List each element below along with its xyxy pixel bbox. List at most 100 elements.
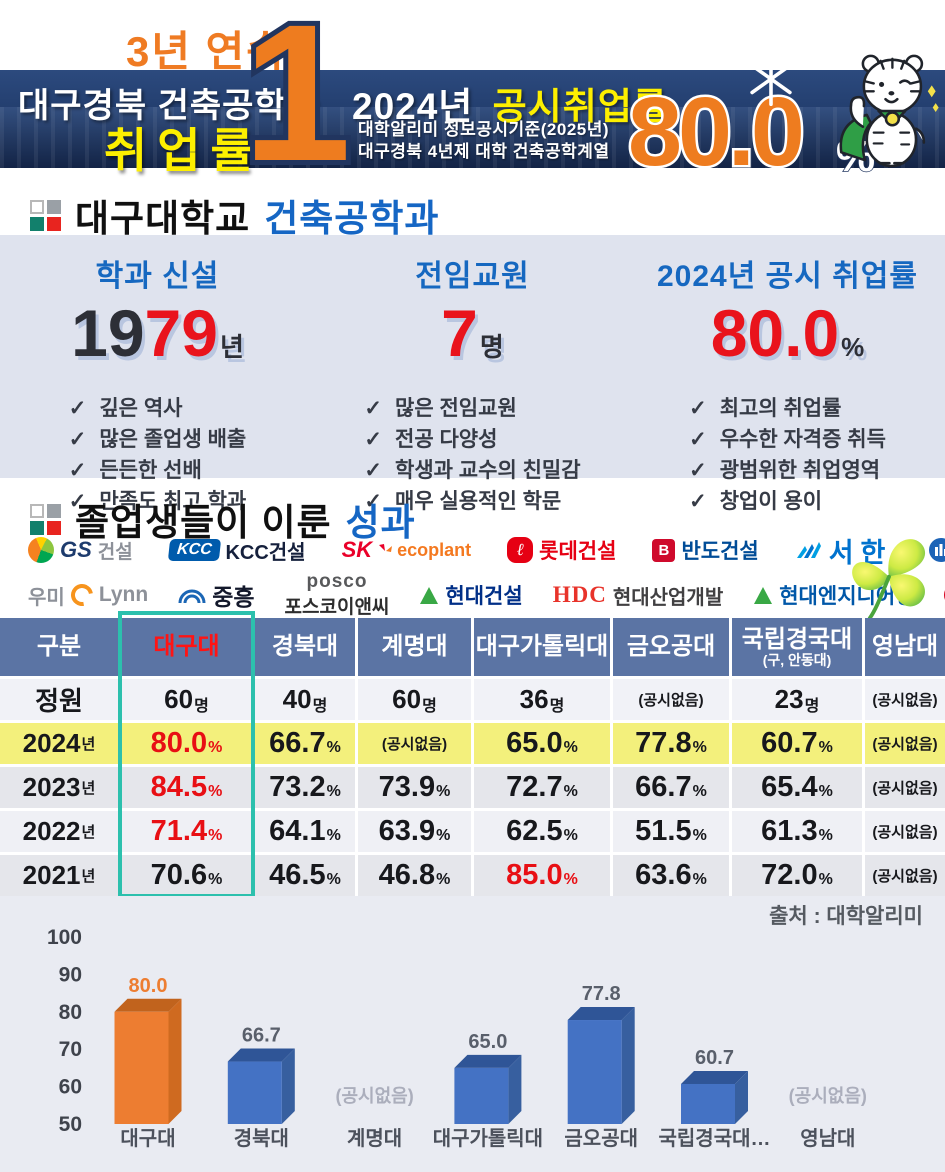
table-cell: 85.0% — [474, 855, 610, 896]
table-cell: (공시없음) — [613, 679, 729, 720]
section-title-department: 대구대학교 건축공학과 — [30, 188, 439, 242]
rank-number-one: 1 — [238, 0, 356, 207]
table-row-2021: 2021 년 70.6% 46.5% 46.8% 85.0% 63.6% 72.0% (공시없음… — [0, 855, 945, 896]
category-label: 대구대 — [120, 1127, 175, 1150]
table-cell: 60 명 — [358, 679, 471, 720]
rank-one-text: 1 — [243, 0, 351, 202]
section2-title-blue: 성과 — [345, 502, 416, 543]
table-col-header-3: 계명대 — [358, 618, 471, 676]
stat-faculty: 전임교원 7명 ✓ 많은 전임교원 ✓ 전공 다양성 ✓ 학생과 교수의 친밀감 ✓ 매우 실… — [315, 235, 630, 513]
bar-대구대 — [114, 1011, 169, 1124]
checklist-item: ✓ 만족도 최고 학과 — [68, 490, 247, 513]
table-cell: 71.4% — [121, 811, 252, 852]
table-cell: 23 명 — [732, 679, 862, 720]
checklist-item: ✓ 전공 다양성 — [364, 428, 498, 451]
y-axis-tick: 70 — [59, 1038, 82, 1061]
logo-gs-construction: GS 건설 — [28, 537, 133, 564]
no-data-label: (공시없음) — [335, 1086, 413, 1106]
hero-top-strip: 3년 연속 — [0, 0, 945, 75]
stat-label: 학과 신설 — [95, 260, 220, 293]
stat-employment: 2024년 공시 취업률 80.0% ✓ 최고의 취업률 ✓ 우수한 자격증 취득 ✓ 광… — [630, 235, 945, 513]
table-cell: 73.9% — [358, 767, 471, 808]
logo-row-2: 우미 Lynn 중흥 posco 포스코이앤씨 현대건설 HDC 현대산업개발 현대엔… — [0, 572, 945, 618]
table-row-2024: 2024 년 80.0% 66.7% (공시없음) 65.0% 77.8% 60.7% (공시없… — [0, 723, 945, 764]
hyundai-eng-triangle-icon — [754, 586, 773, 604]
table-cell: 46.5% — [255, 855, 355, 896]
hyundai-ec-triangle-icon — [420, 586, 439, 604]
bar-side-face — [621, 1007, 635, 1124]
row-label: 2023 년 — [0, 767, 118, 808]
mascot-tiger-icon — [839, 54, 939, 168]
check-icon: ✓ — [364, 428, 383, 451]
woomi-logo-icon — [66, 579, 98, 611]
bar-value-label: 66.7 — [242, 1025, 281, 1047]
check-icon: ✓ — [689, 428, 707, 451]
row-label: 2022 년 — [0, 811, 118, 852]
bar-side-face — [281, 1048, 295, 1124]
section1-title-blue: 건축공학과 — [264, 198, 440, 239]
table-cell: 62.5% — [474, 811, 610, 852]
table-cell: (공시없음) — [865, 811, 945, 852]
table-cell: 51.5% — [613, 811, 729, 852]
bar-side-face — [508, 1054, 522, 1124]
check-icon: ✓ — [364, 397, 383, 420]
table-col-header-7: 영남대 — [865, 618, 945, 676]
y-axis-tick: 90 — [59, 963, 82, 986]
no-data-label: (공시없음) — [789, 1086, 867, 1106]
table-cell: 65.4% — [732, 767, 862, 808]
table-cell: (공시없음) — [865, 855, 945, 896]
announce-year: 2024년 — [352, 86, 474, 127]
bar-대구가톨릭대 — [454, 1067, 509, 1124]
source-note: 출처 : 대학알리미 — [769, 905, 923, 928]
table-cell: 84.5% — [121, 767, 252, 808]
check-icon: ✓ — [68, 397, 87, 420]
table-row-2022: 2022 년 71.4% 64.1% 63.9% 62.5% 51.5% 61.3% (공시없음… — [0, 811, 945, 852]
bar-top-face — [454, 1054, 522, 1068]
table-cell: (공시없음) — [865, 767, 945, 808]
checklist-item: ✓ 깊은 역사 — [68, 397, 183, 420]
big-rate-number: 80.0 — [628, 77, 801, 186]
bar-value-label: 65.0 — [468, 1031, 507, 1053]
row-label: 2021 년 — [0, 855, 118, 896]
stat-label: 2024년 공시 취업률 — [656, 260, 918, 293]
table-col-header-1: 대구대 — [121, 618, 252, 676]
table-cell: 80.0% — [121, 723, 252, 764]
category-label: 대구가톨릭대 — [433, 1127, 543, 1150]
table-cell: 66.7% — [255, 723, 355, 764]
employer-logos: GS 건설 KCC KCC건설 SK ecoplant ℓ 롯데건설 B 반도건설 서한 … — [0, 526, 945, 620]
table-col-header-0: 구분 — [0, 618, 118, 676]
table-cell: 36 명 — [474, 679, 610, 720]
jungheung-logo-icon — [178, 589, 206, 603]
logo-hyundai-construction: 현대건설 — [419, 580, 523, 610]
table-cell: 72.7% — [474, 767, 610, 808]
check-icon: ✓ — [689, 459, 707, 482]
section2-title-black: 졸업생들이 이룬 — [75, 502, 332, 543]
bar-금오공대 — [567, 1020, 622, 1124]
table-cell: 46.8% — [358, 855, 471, 896]
table-cell: 72.0% — [732, 855, 862, 896]
chart-section: 출처 : 대학알리미 100 90 80 70 60 50 80.0 대구대 66.7 경북대 (공… — [0, 896, 945, 1172]
table-cell: 60 명 — [121, 679, 252, 720]
bar-top-face — [681, 1070, 748, 1084]
y-axis-tick: 60 — [59, 1076, 82, 1099]
checklist-item: ✓ 매우 실용적인 학문 — [364, 490, 562, 513]
logo-hyundai-engineering: 현대엔지니어링 — [753, 580, 914, 610]
checklist-item: ✓ 학생과 교수의 친밀감 — [364, 459, 581, 482]
check-icon: ✓ — [68, 490, 87, 513]
stat-value: 7명 — [441, 296, 504, 370]
table-cell: 70.6% — [121, 855, 252, 896]
table-cell: 63.9% — [358, 811, 471, 852]
table-row-정원: 정원 60 명 40 명 60 명 36 명 (공시없음) 23 명 (공시없음) — [0, 679, 945, 720]
bar-value-label: 77.8 — [582, 983, 621, 1005]
table-cell: 66.7% — [613, 767, 729, 808]
table-cell: (공시없음) — [865, 679, 945, 720]
kcc-logo-icon: KCC — [167, 539, 221, 561]
streak-badge: 3년 연속 — [126, 28, 287, 75]
hero-banner: 3년 연속 대구경북 건축공학과 취업률 1 2024년 공시취업률 대학알리미… — [0, 0, 945, 207]
gs-logo-icon — [28, 537, 54, 563]
logo-sk-ecoplant: SK ecoplant — [341, 537, 472, 562]
checklist-item: ✓ 광범위한 취업영역 — [689, 459, 881, 482]
checklist-item: ✓ 많은 전임교원 — [364, 397, 517, 420]
table-cell: 77.8% — [613, 723, 729, 764]
